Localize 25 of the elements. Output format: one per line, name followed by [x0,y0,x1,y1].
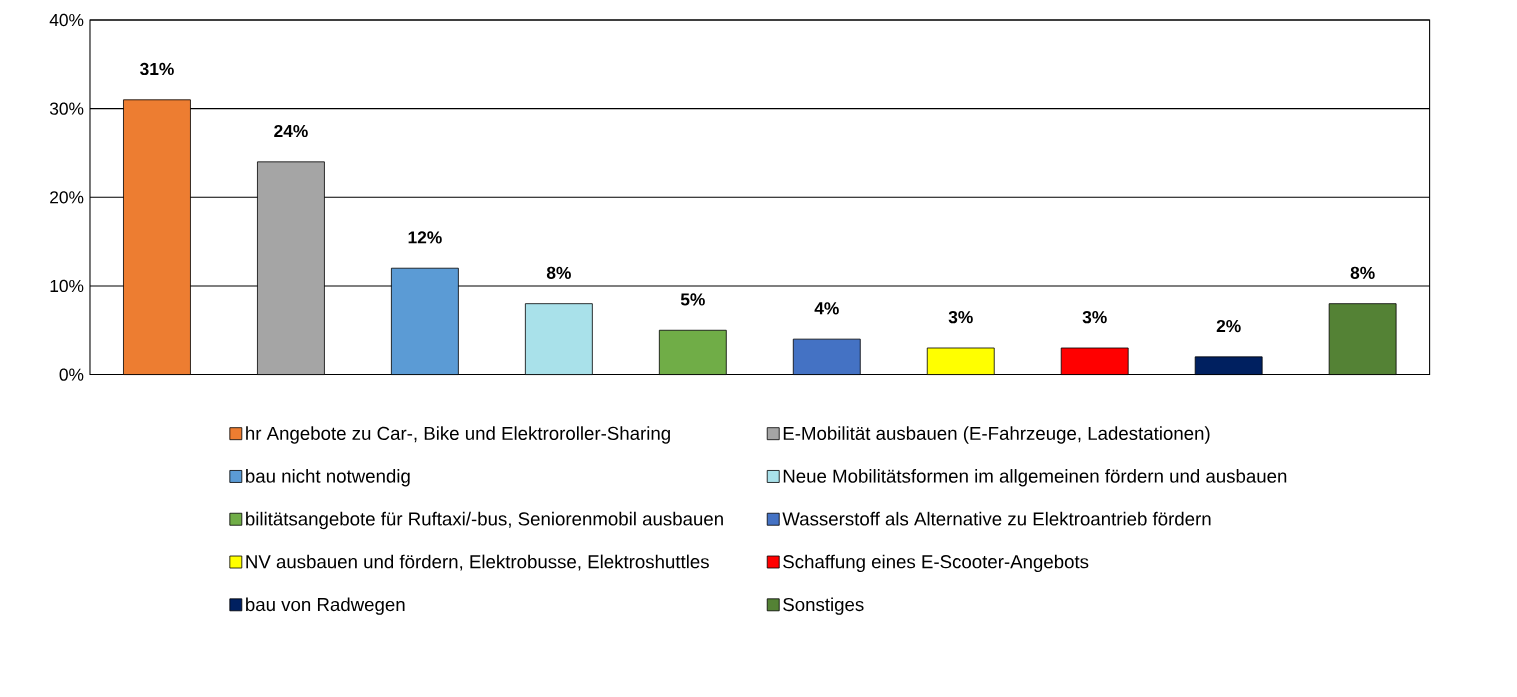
legend-label: hr Angebote zu Car-, Bike und Elektroroller-Sharing [246,426,670,444]
y-tick-label: 40% [49,13,84,27]
data-label: 5% [680,293,705,306]
y-tick-label: 0% [59,368,84,381]
data-label: 8% [546,266,571,279]
data-label: 31% [140,62,174,75]
y-tick-label: 30% [49,102,84,115]
legend-label: Wasserstoff als Alternative zu Elektroantrieb fördern [782,511,1211,526]
data-label: 4% [814,302,839,315]
legend-label: NV ausbauen und fördern, Elektrobusse, Elektroshuttles [246,554,709,571]
y-tick-label: 20% [50,191,84,204]
legend-label: bilitätsangebote für Ruftaxi/-bus, Seniorenmobil ausbauen [246,511,723,530]
legend-label: bau von Radwegen [246,597,405,615]
data-label: 12% [408,231,442,244]
data-label: 24% [274,124,308,138]
data-label: 3% [948,310,973,324]
legend-label: Sonstiges [783,597,864,615]
data-label: 8% [1350,266,1375,279]
legend-label: E-Mobilität ausbauen (E-Fahrzeuge, Ladestationen) [783,426,1210,444]
legend-label: Schaffung eines E-Scooter-Angebots [783,554,1089,572]
data-label: 3% [1082,310,1107,324]
data-label: 2% [1216,319,1241,333]
legend-label: Neue Mobilitätsformen im allgemeinen fördern und ausbauen [783,468,1287,487]
legend-label: bau nicht notwendig [246,468,410,487]
y-tick-label: 10% [50,279,84,292]
